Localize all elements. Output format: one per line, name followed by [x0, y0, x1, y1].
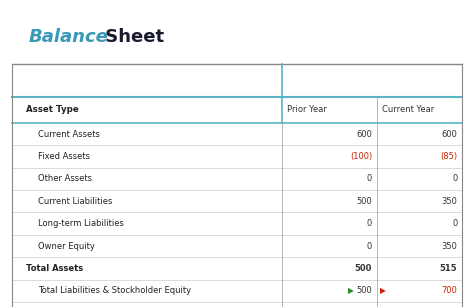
Text: 0: 0	[452, 174, 457, 183]
Text: Sheet: Sheet	[99, 28, 164, 46]
Text: 0: 0	[367, 242, 372, 251]
Text: (100): (100)	[350, 152, 372, 161]
Text: 600: 600	[442, 130, 457, 138]
Text: Total Assets: Total Assets	[26, 264, 83, 273]
Text: 0: 0	[452, 219, 457, 228]
Text: 500: 500	[356, 197, 372, 206]
Text: 515: 515	[440, 264, 457, 273]
Text: 350: 350	[442, 242, 457, 251]
Text: Owner Equity: Owner Equity	[38, 242, 95, 251]
Text: ▶: ▶	[380, 286, 385, 295]
Text: ▶: ▶	[348, 286, 354, 295]
Text: Other Assets: Other Assets	[38, 174, 92, 183]
Text: 500: 500	[356, 286, 372, 295]
Text: FY-2019: FY-2019	[309, 76, 350, 85]
Text: Fixed Assets: Fixed Assets	[38, 152, 90, 161]
Text: Total Liabilities & Stockholder Equity: Total Liabilities & Stockholder Equity	[38, 286, 191, 295]
Text: FY-2020: FY-2020	[399, 76, 440, 85]
Text: Asset Type: Asset Type	[26, 105, 79, 114]
Text: 0: 0	[367, 219, 372, 228]
Text: 0: 0	[367, 174, 372, 183]
Text: 500: 500	[355, 264, 372, 273]
Text: Balance: Balance	[28, 28, 109, 46]
Text: Long-term Liabilities: Long-term Liabilities	[38, 219, 124, 228]
Text: Current Assets: Current Assets	[38, 130, 100, 138]
Text: Current Year: Current Year	[382, 105, 434, 114]
Text: Prior Year: Prior Year	[287, 105, 327, 114]
Text: 700: 700	[442, 286, 457, 295]
Text: 350: 350	[442, 197, 457, 206]
Text: (85): (85)	[440, 152, 457, 161]
Text: Current Liabilities: Current Liabilities	[38, 197, 112, 206]
Text: 600: 600	[356, 130, 372, 138]
